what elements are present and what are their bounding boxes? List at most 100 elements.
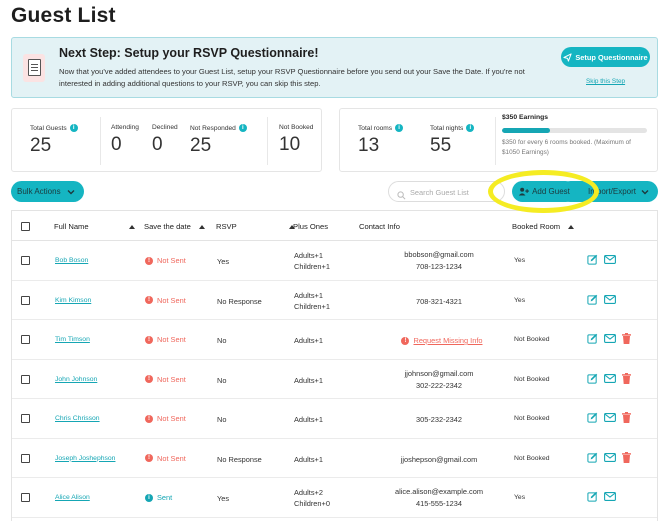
- mail-icon[interactable]: [604, 294, 616, 304]
- booked-room-value: Not Booked: [514, 375, 550, 383]
- stat-value: 0: [111, 134, 122, 155]
- page-title: Guest List: [11, 4, 116, 27]
- select-all-checkbox[interactable]: [21, 222, 30, 231]
- booked-room-value: Yes: [514, 494, 526, 501]
- guest-table: Full Name Save the date RSVP Plus Ones C…: [11, 210, 658, 521]
- header-rsvp[interactable]: RSVP: [216, 222, 295, 231]
- booked-room-value: Not Booked: [514, 415, 550, 422]
- plus-ones-children: Children+1: [294, 262, 330, 271]
- edit-icon[interactable]: [587, 452, 598, 463]
- contact-info: 708-321-4321: [415, 296, 463, 306]
- guest-name-link[interactable]: Chris Chrisson: [55, 415, 100, 422]
- edit-icon[interactable]: [587, 491, 598, 502]
- guest-name-link[interactable]: Tim Timson: [55, 336, 90, 343]
- mail-icon[interactable]: [604, 452, 616, 462]
- chevron-down-icon: [641, 189, 649, 194]
- row-checkbox[interactable]: [21, 295, 30, 305]
- search-box: [388, 181, 505, 202]
- bulk-actions-button[interactable]: Bulk Actions: [11, 181, 84, 202]
- rooms-stats-card: Total rooms i 13 Total nights i 55: [339, 108, 658, 172]
- rsvp-value: No: [217, 336, 227, 345]
- row-actions: [587, 412, 631, 423]
- save-date-status-label: Not Sent: [157, 374, 186, 384]
- chevron-down-icon: [67, 189, 75, 194]
- edit-icon[interactable]: [587, 412, 598, 423]
- guest-name-link[interactable]: Joseph Joshephson: [55, 454, 116, 462]
- guest-name-link[interactable]: Bob Boson: [55, 257, 89, 264]
- add-guest-button[interactable]: Add Guest: [512, 181, 576, 202]
- mail-icon[interactable]: [604, 255, 616, 264]
- sort-icon[interactable]: [128, 224, 135, 229]
- contact-email: alice.alison@example.com: [394, 487, 484, 496]
- edit-icon[interactable]: [587, 373, 598, 384]
- plus-ones-adults: Adults+1: [294, 454, 323, 464]
- row-checkbox[interactable]: [21, 493, 30, 502]
- rsvp-value: No Response: [217, 296, 262, 306]
- save-date-status: ! Not Sent: [145, 454, 186, 463]
- contact-info: 305-232-2342: [415, 415, 463, 424]
- header-save-the-date[interactable]: Save the date: [144, 222, 205, 231]
- stat-label: Declined: [152, 124, 178, 131]
- edit-icon[interactable]: [587, 294, 598, 305]
- header-label: Full Name: [54, 222, 89, 231]
- trash-icon[interactable]: [622, 372, 631, 384]
- sort-icon[interactable]: [198, 224, 205, 229]
- earnings-progress-fill: [502, 128, 550, 133]
- stat-attending: Attending 0: [111, 124, 139, 156]
- info-icon[interactable]: i: [69, 124, 78, 132]
- info-icon[interactable]: i: [238, 124, 247, 132]
- earnings-title: $350 Earnings: [502, 114, 549, 121]
- row-checkbox[interactable]: [21, 374, 30, 384]
- stat-total-guests: Total Guests i 25: [30, 124, 78, 157]
- plus-ones-adults: Adults+1: [294, 290, 323, 300]
- stat-not-booked: Not Booked 10: [279, 124, 313, 156]
- setup-questionnaire-button[interactable]: Setup Questionnaire: [561, 47, 650, 67]
- sort-icon[interactable]: [288, 224, 295, 229]
- trash-icon[interactable]: [622, 333, 631, 344]
- header-booked-room[interactable]: Booked Room: [512, 222, 575, 231]
- stat-label: Total nights: [430, 124, 464, 132]
- info-icon[interactable]: i: [466, 124, 475, 132]
- row-checkbox[interactable]: [21, 414, 30, 423]
- edit-icon[interactable]: [587, 333, 598, 344]
- table-row: Alice Alison i Sent Yes Adults+2 Children+0 al…: [12, 478, 657, 518]
- header-full-name[interactable]: Full Name: [54, 222, 135, 231]
- alert-icon: !: [401, 337, 410, 345]
- save-date-status-label: Not Sent: [157, 295, 186, 305]
- save-date-status: ! Not Sent: [145, 335, 186, 344]
- save-date-status: ! Not Sent: [145, 296, 186, 305]
- mail-icon[interactable]: [604, 373, 616, 383]
- request-missing-info-link[interactable]: ! Request Missing Info: [383, 335, 501, 347]
- row-actions: [587, 294, 616, 305]
- edit-icon[interactable]: [587, 254, 598, 265]
- mail-icon[interactable]: [604, 334, 616, 343]
- alert-icon: !: [145, 335, 153, 344]
- booked-room-value: Yes: [514, 296, 526, 304]
- header-label: Contact Info: [359, 222, 400, 231]
- plus-ones: Adults+1 Children+1: [294, 250, 330, 272]
- guest-name-link[interactable]: John Johnson: [55, 375, 98, 383]
- row-checkbox[interactable]: [21, 256, 30, 265]
- row-checkbox[interactable]: [21, 453, 30, 463]
- search-input[interactable]: [410, 185, 500, 199]
- mail-icon[interactable]: [604, 492, 616, 501]
- import-export-button[interactable]: Import/Export: [560, 181, 658, 202]
- alert-icon: !: [145, 256, 153, 265]
- rsvp-banner: Next Step: Setup your RSVP Questionnaire…: [11, 37, 658, 98]
- skip-step-link[interactable]: Skip this Step: [586, 78, 626, 85]
- row-checkbox[interactable]: [21, 335, 30, 344]
- trash-icon[interactable]: [622, 451, 631, 463]
- guest-name-link[interactable]: Kim Kimson: [55, 296, 92, 304]
- rsvp-value: Yes: [217, 257, 230, 266]
- row-actions: [587, 254, 616, 265]
- stat-label: Attending: [111, 124, 139, 131]
- mail-icon[interactable]: [604, 413, 616, 422]
- add-guest-label: Add Guest: [532, 187, 570, 196]
- trash-icon[interactable]: [622, 412, 631, 423]
- guest-name-link[interactable]: Alice Alison: [55, 494, 90, 501]
- stat-total-rooms: Total rooms i 13: [358, 124, 404, 157]
- banner-text: Now that you've added attendees to your …: [59, 67, 525, 88]
- info-icon[interactable]: i: [395, 124, 404, 132]
- sort-icon[interactable]: [568, 224, 575, 229]
- save-date-status: i Sent: [145, 493, 172, 502]
